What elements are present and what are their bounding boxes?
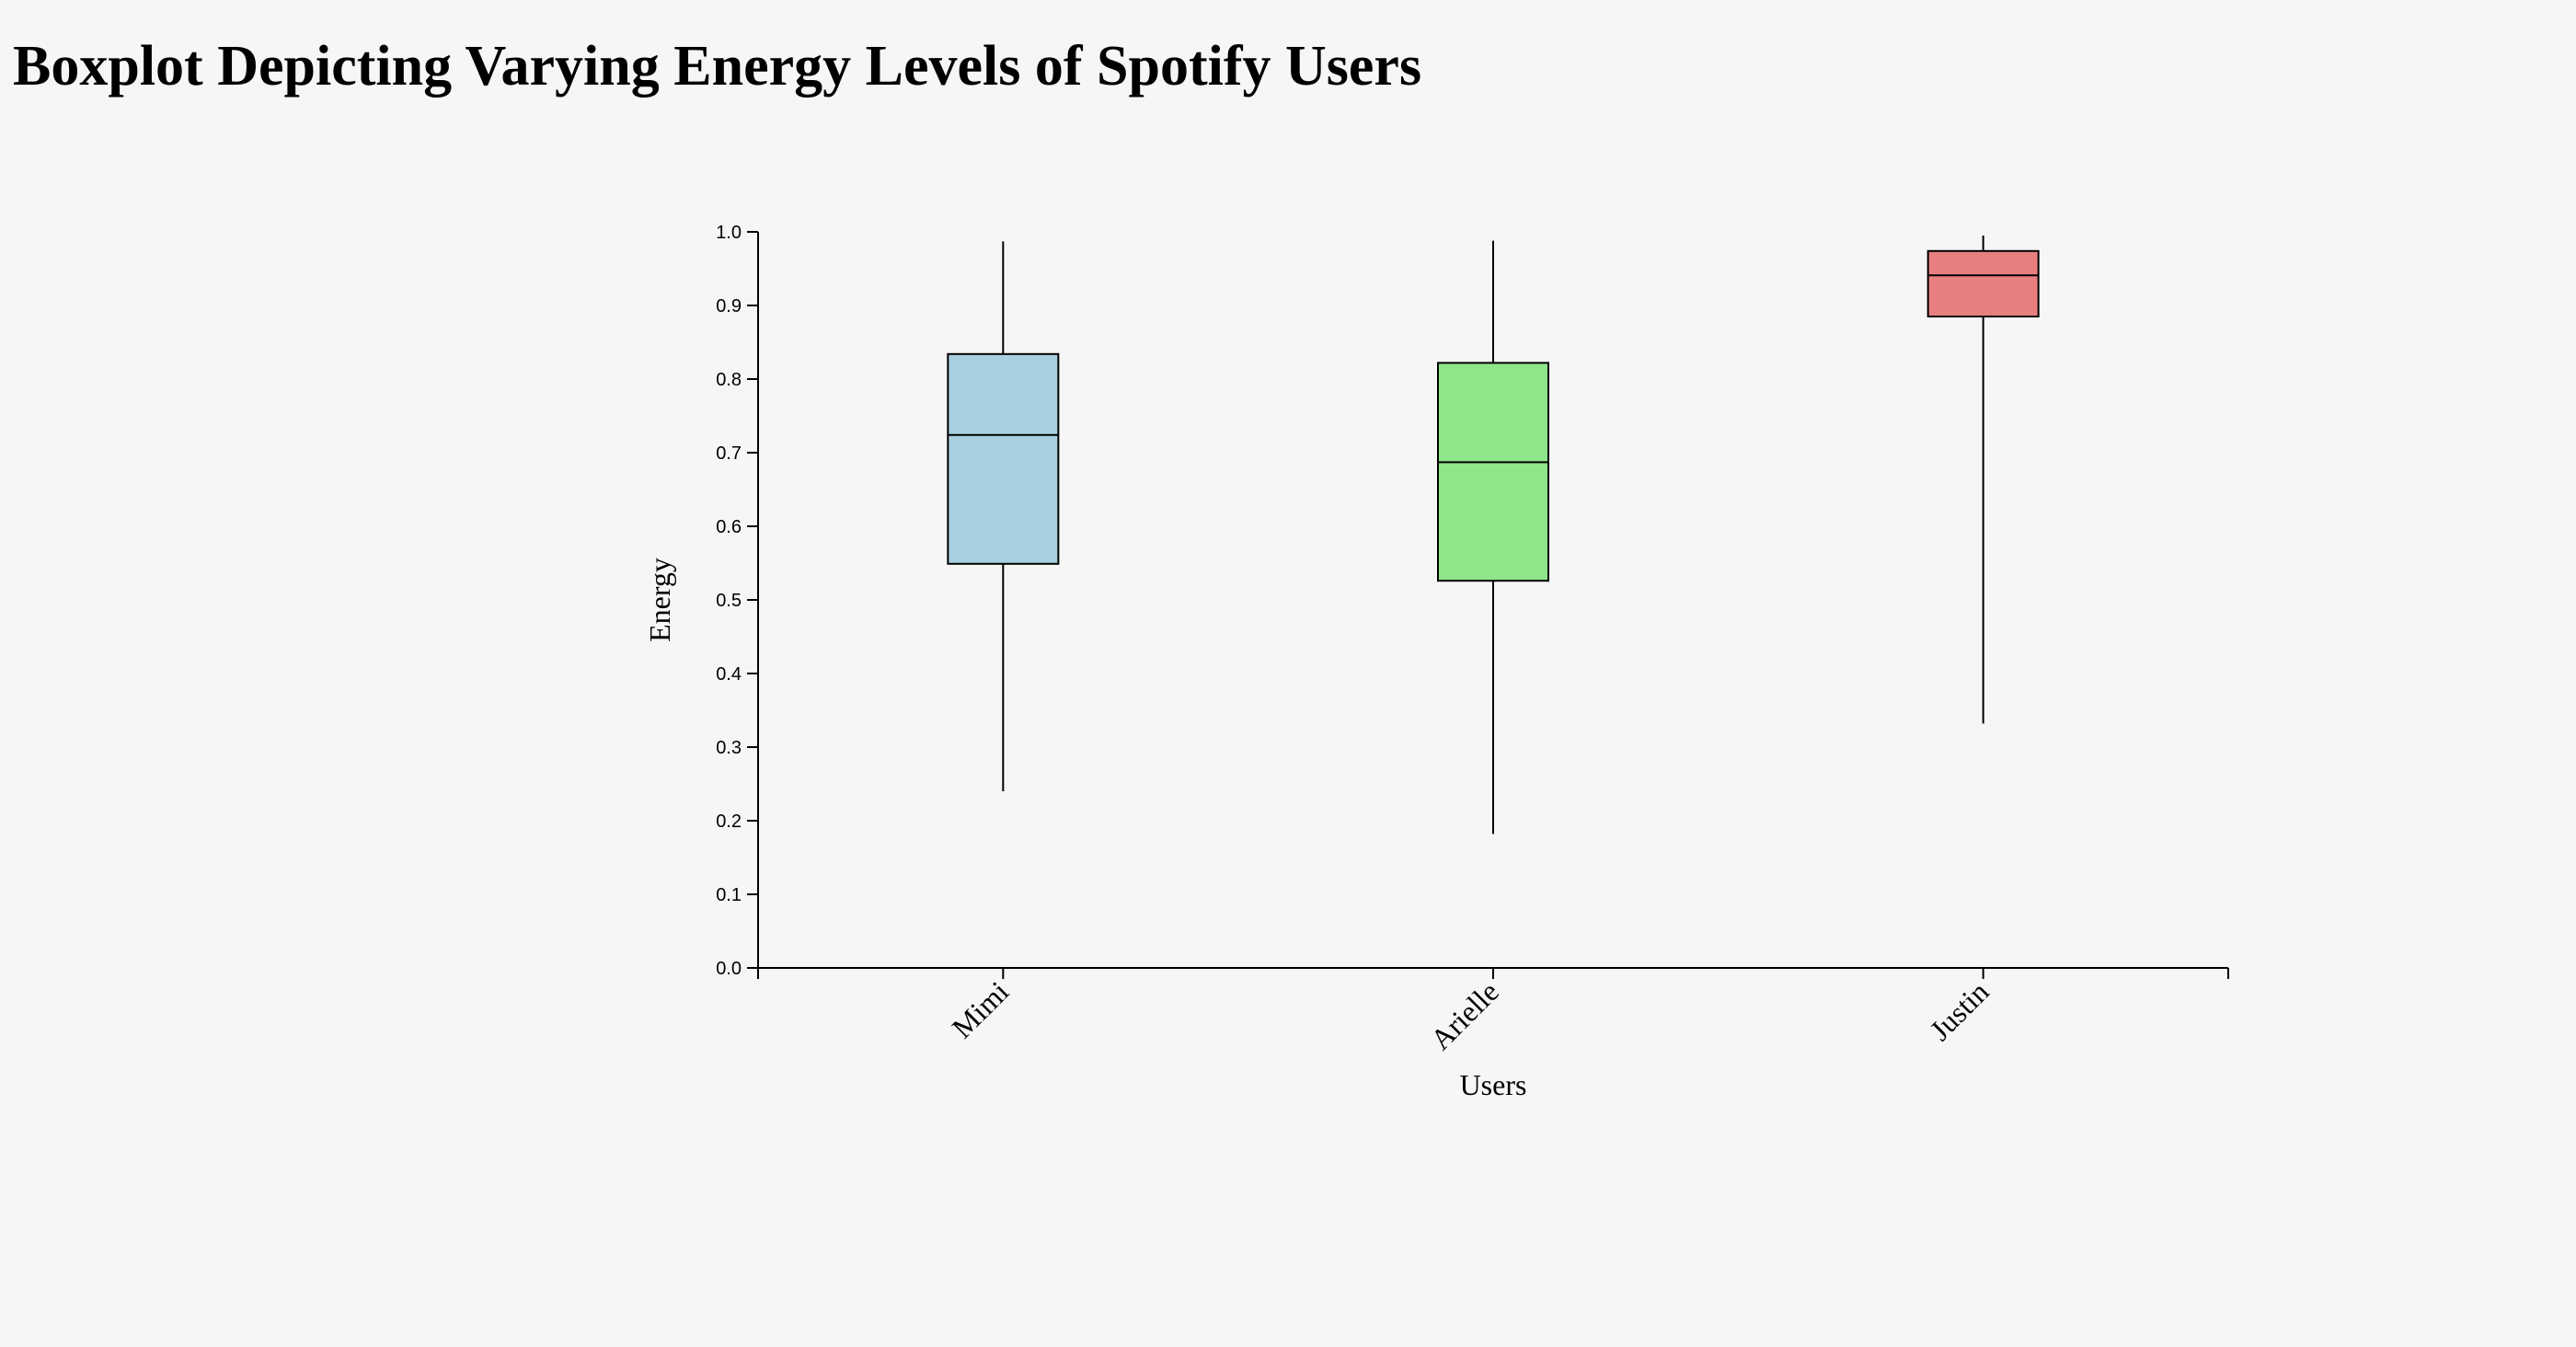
box-mimi <box>947 241 1060 791</box>
y-axis-label: Energy <box>643 558 676 642</box>
iqr-box <box>1926 249 2040 317</box>
y-axis: 0.0 0.1 0.2 0.3 0.4 0.5 0.6 0.7 0.8 0.9 1.0 <box>716 223 759 979</box>
boxes <box>947 236 2040 835</box>
y-tick-label: 0.0 <box>716 959 742 979</box>
iqr-box <box>947 352 1060 565</box>
box-arielle <box>1437 240 1549 835</box>
x-axis-label: Users <box>1460 1068 1527 1101</box>
y-tick-label: 0.8 <box>716 370 742 390</box>
y-tick-label: 0.1 <box>716 885 742 905</box>
box-justin <box>1926 236 2040 724</box>
y-tick-label: 0.2 <box>716 812 742 832</box>
x-tick-label: Arielle <box>1424 974 1505 1055</box>
y-tick-label: 0.6 <box>716 517 742 537</box>
page-title: Boxplot Depicting Varying Energy Levels … <box>13 35 1422 98</box>
y-tick-label: 0.9 <box>716 296 742 317</box>
y-tick-label: 0.3 <box>716 738 742 758</box>
x-tick-label: Justin <box>1923 974 1995 1046</box>
y-tick-label: 0.5 <box>716 591 742 611</box>
y-tick-label: 0.4 <box>716 664 742 685</box>
x-axis: Mimi Arielle Justin <box>757 967 2229 1056</box>
iqr-box <box>1437 362 1549 582</box>
y-tick-label: 0.7 <box>716 443 742 464</box>
x-tick-label: Mimi <box>946 974 1016 1044</box>
y-tick-label: 1.0 <box>716 223 742 243</box>
